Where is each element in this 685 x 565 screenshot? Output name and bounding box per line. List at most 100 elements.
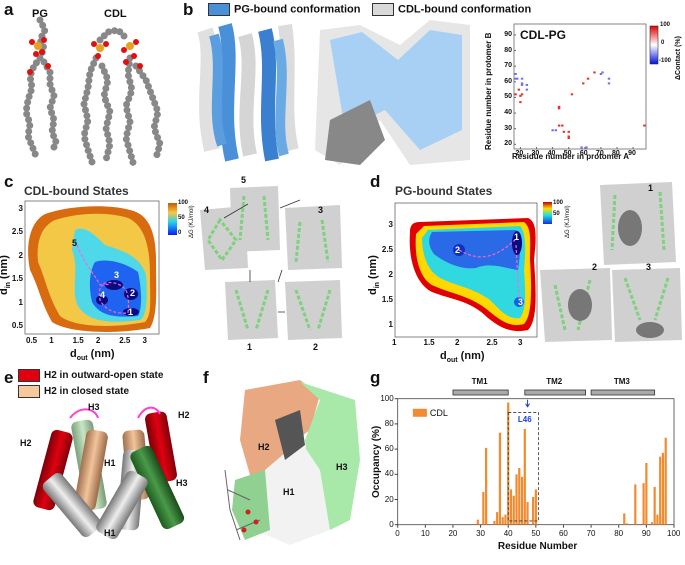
contact-map-plot (513, 23, 647, 150)
x-axis-label: Residue Number (497, 540, 578, 552)
x-tick-label: 2.5 (119, 336, 131, 345)
contact-point-positive (557, 107, 561, 110)
cdl-colorbar-label: ΔG (KJ/mol) (189, 205, 195, 238)
occupancy-bar (509, 489, 513, 525)
x-tick-label: 70 (586, 528, 596, 538)
contact-map-xlabel: Residue number in protomer A (512, 152, 630, 161)
contact-point-negative (516, 77, 519, 80)
occupancy-bar (493, 520, 496, 525)
occupancy-bar (642, 483, 645, 525)
contact-point-positive (557, 124, 561, 127)
occupancy-bar (496, 512, 499, 525)
cdl-landscape-title: CDL-bound States (24, 184, 129, 198)
colorbar-label: ΔContact (%) (675, 36, 682, 80)
y-tick-label: 2.5 (381, 245, 393, 254)
x-tick-label: 100 (667, 528, 681, 538)
panel-label-d: d (370, 172, 381, 191)
snapshot-label: 2 (592, 262, 598, 272)
contact-point-positive (514, 93, 517, 96)
y-axis-label: Occupancy (%) (371, 425, 382, 498)
legend-outward-open: H2 in outward-open state (18, 369, 163, 382)
y-tick-label: 60 (504, 77, 512, 85)
helix-label: H1 (283, 487, 295, 497)
protein-surface-helices (224, 380, 360, 545)
contact-point-negative (514, 73, 517, 75)
occupancy-bar (520, 476, 524, 525)
molecule-label-cdl: CDL (104, 8, 127, 20)
legend-swatch (372, 3, 394, 16)
occupancy-bar (518, 468, 521, 525)
panel-label-a: a (4, 0, 14, 19)
tm-segment-bar (524, 389, 586, 396)
contact-point-negative (520, 83, 524, 86)
cdl-energy-landscape (24, 200, 160, 335)
legend-label: CDL-bound conformation (398, 3, 532, 16)
colorbar-tick: 0 (661, 40, 665, 46)
helix-label: H3 (88, 402, 100, 412)
contact-point-positive (520, 93, 524, 96)
x-tick-label: 2 (95, 336, 101, 345)
cdl-state-snapshots (200, 186, 342, 340)
panel-label-c: c (4, 172, 14, 191)
contact-point-negative (607, 77, 611, 80)
y-tick-label: 2.5 (11, 227, 23, 237)
contact-point-negative (585, 146, 588, 149)
x-tick-label: 70 (595, 150, 604, 157)
helix-label: H2 (178, 410, 190, 420)
contact-point-positive (562, 130, 566, 133)
x-tick-label: 80 (612, 150, 620, 157)
x-tick-label: 3 (142, 336, 147, 345)
x-tick-label: 3 (518, 338, 523, 347)
contact-point-negative (580, 146, 583, 149)
protein-surface (315, 20, 470, 165)
occupancy-bar (515, 474, 518, 525)
x-tick-label: 30 (531, 150, 540, 157)
x-tick-label: 90 (628, 150, 636, 157)
pg-colorbar (543, 202, 552, 224)
y-tick-label: 60 (384, 444, 394, 454)
panel-label-e: e (4, 368, 14, 387)
arrow-down-icon (525, 399, 530, 408)
contact-point-negative (554, 129, 558, 132)
helix-label: H2 (20, 438, 32, 448)
snapshot-label: 4 (204, 205, 210, 215)
pg-ylabel: din (nm) (367, 255, 382, 295)
occupancy-bar (526, 502, 529, 525)
state-marker-3: 3 (114, 270, 120, 280)
y-tick-label: 2 (388, 270, 393, 279)
x-tick-label: 40 (503, 528, 513, 538)
occupancy-bar (501, 517, 504, 525)
y-tick-label: 1 (18, 297, 23, 307)
y-tick-label: 0.5 (11, 321, 23, 330)
x-tick-label: 90 (641, 528, 651, 538)
x-tick-label: 1 (392, 338, 397, 347)
cdl-colorbar-tick: 100 (178, 200, 189, 206)
legend-label: CDL (429, 407, 448, 418)
occupancy-bar (661, 452, 665, 525)
panel-label-b: b (183, 0, 194, 19)
legend-swatch (208, 3, 230, 16)
y-tick-label: 1.5 (11, 274, 23, 284)
cdl-ylabel: din (nm) (0, 255, 13, 295)
x-tick-label: 0 (395, 528, 400, 538)
contact-point-positive (519, 94, 522, 97)
annotation-label: L46 (517, 414, 532, 424)
snapshot-label: 1 (247, 342, 253, 352)
contact-map-title: CDL-PG (520, 28, 566, 42)
contact-point-positive (567, 135, 570, 138)
legend-closed: H2 in closed state (18, 385, 129, 398)
cdl-colorbar-tick: 50 (178, 215, 185, 221)
occupancy-bar (498, 432, 502, 525)
legend-swatch (412, 408, 427, 417)
x-tick-label: 20 (448, 528, 458, 538)
tm-segment-label: TM2 (546, 377, 563, 386)
colorbar-tick: -100 (659, 58, 672, 64)
occupancy-bar (650, 522, 653, 525)
x-tick-label: 30 (476, 528, 485, 538)
x-tick-label: 10 (420, 528, 430, 538)
contact-point-negative (601, 71, 604, 74)
y-tick-label: 0 (389, 519, 394, 529)
helix-cylinders (33, 406, 185, 540)
